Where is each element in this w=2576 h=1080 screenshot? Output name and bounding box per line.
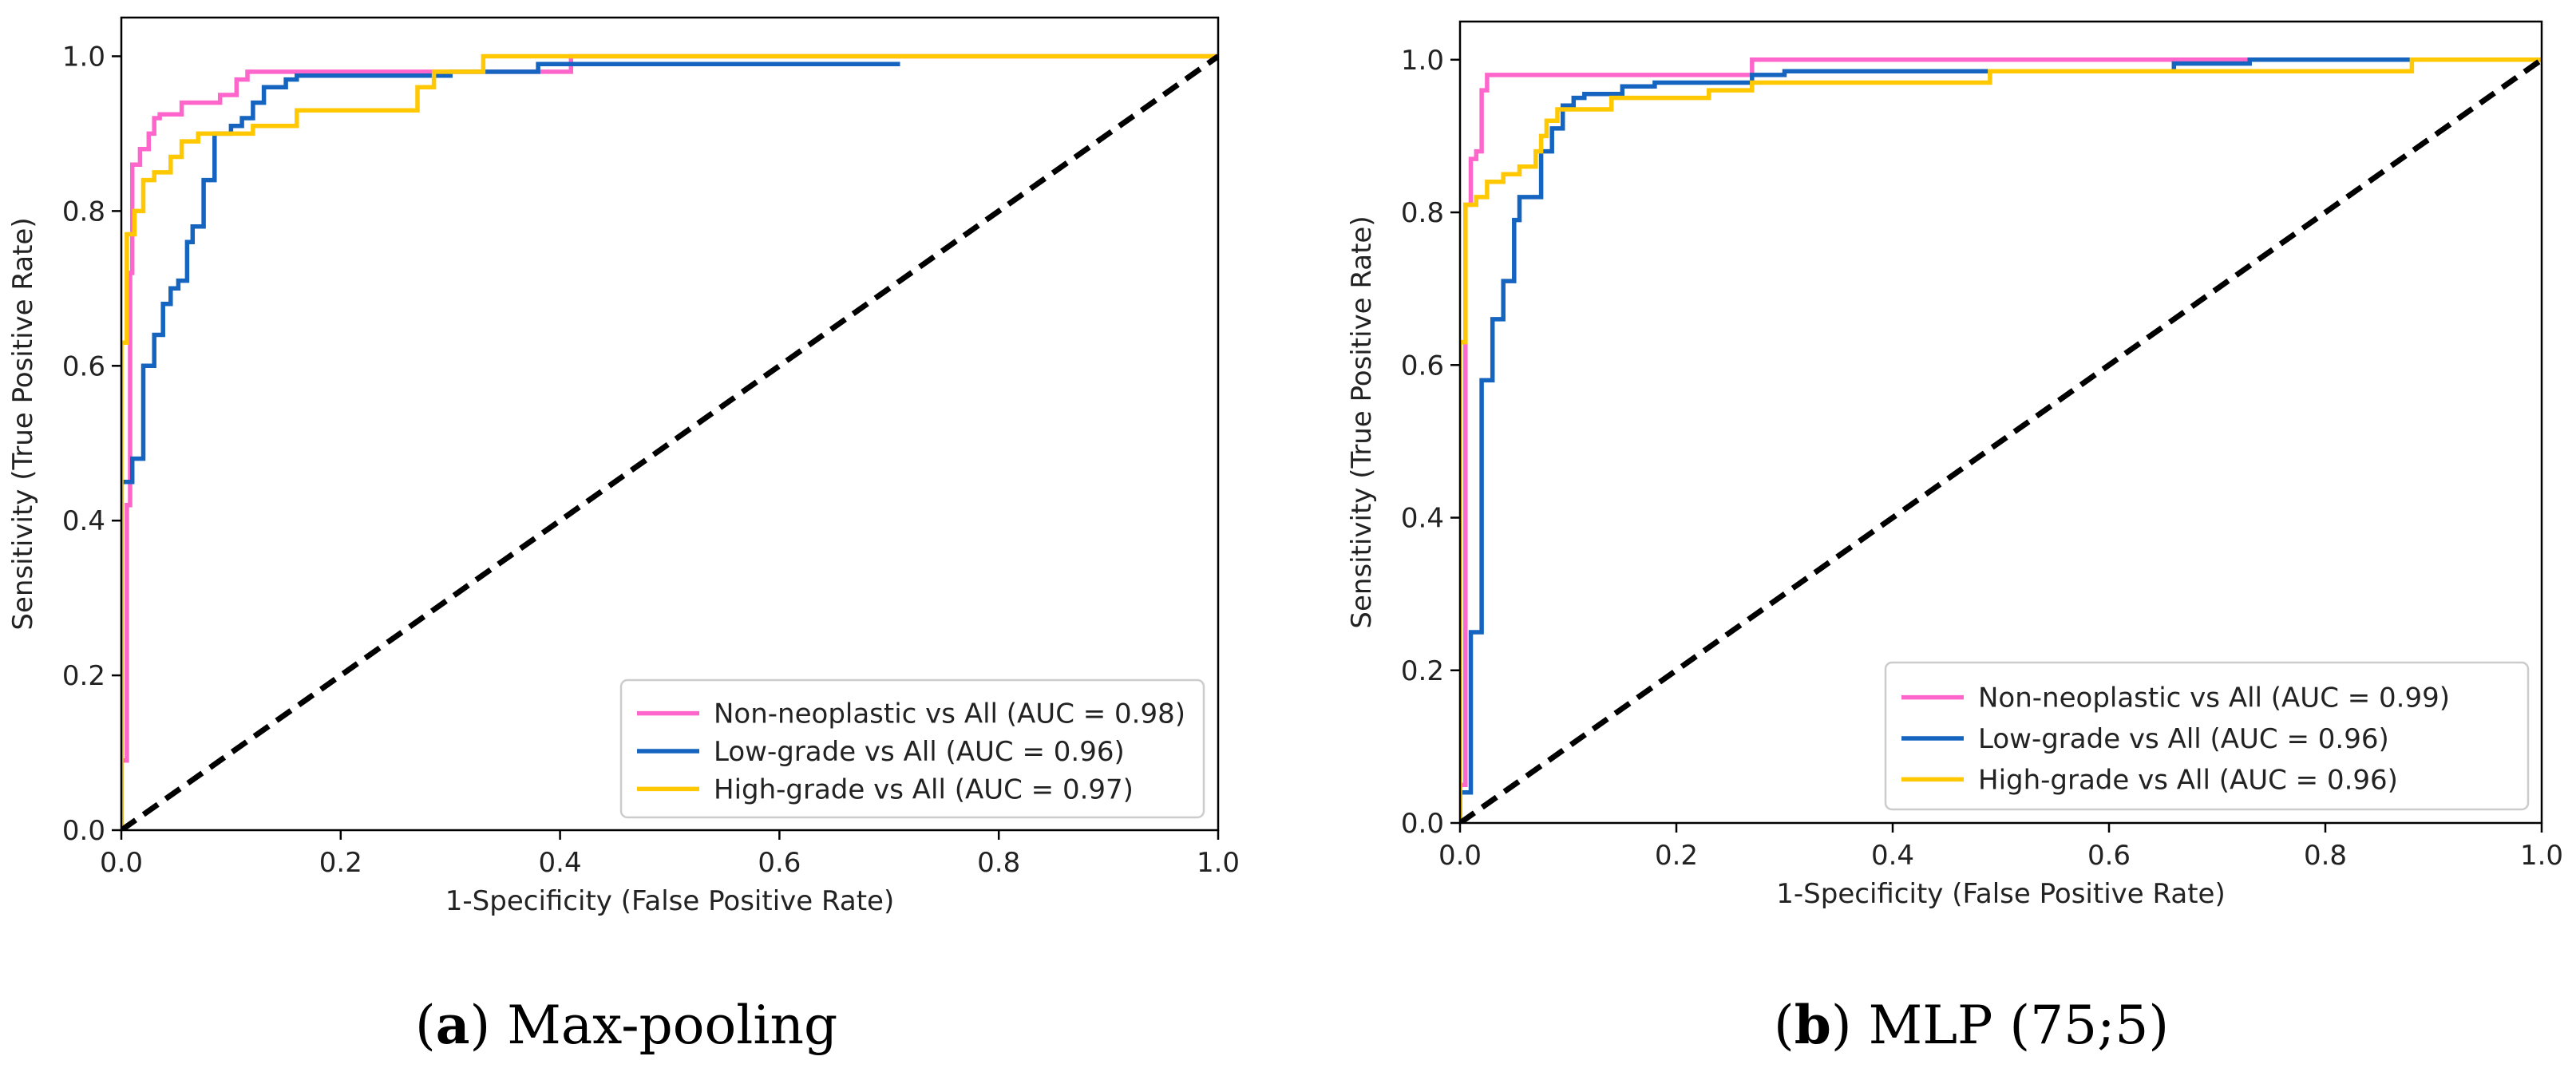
chart-b-legend-label-lowgrade: Low-grade vs All (AUC = 0.96) xyxy=(1978,723,2389,755)
chart-b-y-tick-label: 0.6 xyxy=(1401,350,1444,382)
chart-b-y-axis-label: Sensitivity (True Positive Rate) xyxy=(1346,216,1378,628)
chart-a-x-tick-label: 0.2 xyxy=(319,847,362,879)
chart-b-y-tick-label: 0.2 xyxy=(1401,655,1444,687)
chart-b-x-tick-label: 0.4 xyxy=(1871,840,1914,872)
chart-a-x-tick-label: 0.4 xyxy=(539,847,582,879)
chart-a-x-tick-label: 0.8 xyxy=(977,847,1020,879)
chart-b-y-tick-label: 1.0 xyxy=(1401,45,1444,77)
chart-b-x-tick-label: 0.8 xyxy=(2304,840,2347,872)
chart-a-legend-label-lowgrade: Low-grade vs All (AUC = 0.96) xyxy=(714,736,1125,768)
chart-b-x-tick-label: 0.6 xyxy=(2087,840,2131,872)
chart-a-x-tick-label: 0.0 xyxy=(100,847,143,879)
caption-b: (b) MLP (75;5) xyxy=(1774,994,2170,1056)
chart-b-plot-frame xyxy=(1458,20,2543,825)
chart-b-series-chance-line xyxy=(1460,57,2542,823)
chart-a-series-lowgrade xyxy=(121,61,900,830)
chart-b-x-axis-label: 1-Specificity (False Positive Rate) xyxy=(1776,878,2225,910)
chart-a-legend-label-highgrade: High-grade vs All (AUC = 0.97) xyxy=(714,773,1134,805)
chart-b-series-lowgrade xyxy=(1460,57,2542,823)
chart-b-x-tick-label: 0.0 xyxy=(1438,840,1482,872)
chart-b-x-tick-label: 1.0 xyxy=(2520,840,2563,872)
chart-b-legend-label-highgrade: High-grade vs All (AUC = 0.96) xyxy=(1978,764,2398,796)
chart-b-series-nonneoplastic xyxy=(1460,57,2250,823)
chart-b-legend-box xyxy=(1884,661,2530,811)
chart-b-x-tick-label: 0.2 xyxy=(1655,840,1698,872)
chart-a-series-chance-line xyxy=(121,53,1218,830)
chart-a-y-tick-label: 0.6 xyxy=(62,350,105,382)
chart-b-series-highgrade xyxy=(1460,57,2542,823)
chart-a-y-tick-label: 0.8 xyxy=(62,196,105,227)
chart-a-y-tick-label: 1.0 xyxy=(62,41,105,73)
chart-a-y-tick-label: 0.2 xyxy=(62,660,105,692)
chart-a-y-axis-label: Sensitivity (True Positive Rate) xyxy=(7,217,39,630)
chart-b-y-tick-label: 0.4 xyxy=(1401,503,1444,535)
chart-a-x-tick-label: 0.6 xyxy=(758,847,801,879)
chart-b-y-tick-label: 0.0 xyxy=(1401,808,1444,840)
chart-a-x-tick-label: 1.0 xyxy=(1197,847,1240,879)
chart-a-x-axis-label: 1-Specificity (False Positive Rate) xyxy=(445,885,894,917)
chart-a-series-nonneoplastic xyxy=(121,53,1218,830)
chart-a-y-tick-label: 0.0 xyxy=(62,815,105,847)
chart-a-y-tick-label: 0.4 xyxy=(62,505,105,537)
chart-a-legend-label-nonneoplastic: Non-neoplastic vs All (AUC = 0.98) xyxy=(714,698,1185,730)
chart-a-plot-frame xyxy=(120,16,1220,832)
chart-b-legend-label-nonneoplastic: Non-neoplastic vs All (AUC = 0.99) xyxy=(1978,682,2450,714)
caption-a: (a) Max-pooling xyxy=(415,994,838,1056)
chart-a-legend-box xyxy=(619,678,1205,819)
chart-b-y-tick-label: 0.8 xyxy=(1401,197,1444,229)
chart-a-series-highgrade xyxy=(121,53,1218,830)
